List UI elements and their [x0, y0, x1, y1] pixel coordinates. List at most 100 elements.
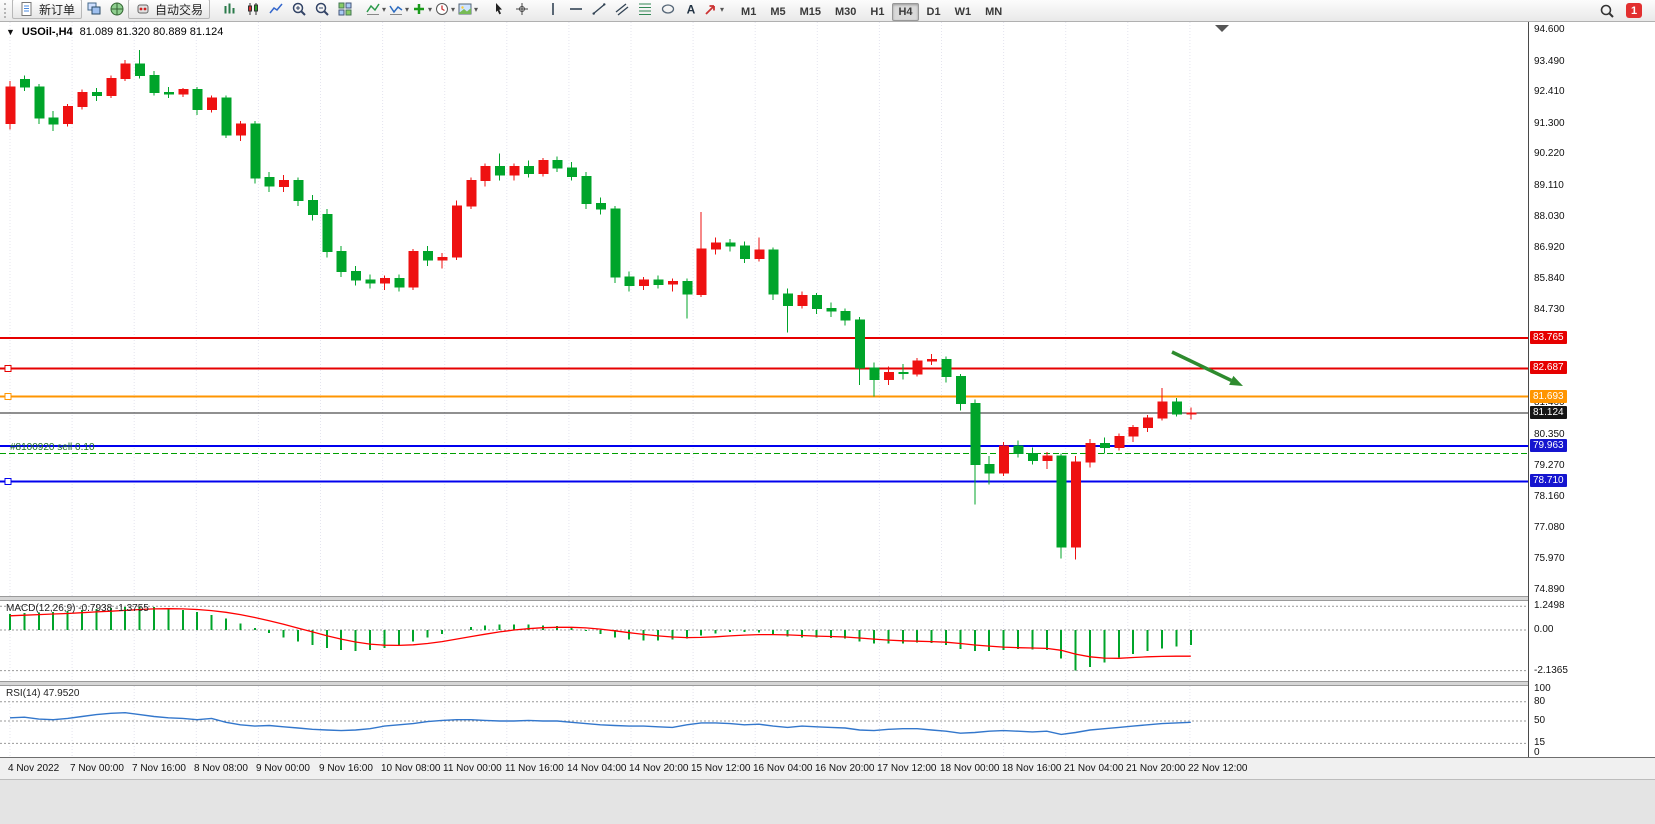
dropdown-arrow-icon[interactable]: ▾: [428, 4, 433, 14]
time-axis-label: 11 Nov 00:00: [443, 763, 502, 774]
timeframe-button-D1[interactable]: D1: [926, 5, 941, 18]
time-axis-label: 9 Nov 16:00: [319, 763, 373, 774]
timeframe-button-M30[interactable]: M30: [835, 5, 857, 18]
chart-window: ▼ USOil-,H4 81.089 81.320 80.889 81.124 …: [0, 22, 1655, 824]
main-chart-canvas[interactable]: [0, 22, 1528, 596]
horizontal-line-icon[interactable]: [564, 0, 587, 19]
dropdown-arrow-icon[interactable]: ▾: [451, 4, 456, 14]
horizontal-lines[interactable]: [0, 336, 1528, 485]
price-axis-label: 75.970: [1534, 553, 1565, 564]
macd-histogram: [9, 606, 1192, 671]
time-axis-label: 17 Nov 12:00: [877, 763, 937, 774]
time-axis-label: 16 Nov 20:00: [815, 763, 875, 774]
add-indicator-icon[interactable]: ▾: [410, 0, 433, 19]
dropdown-arrow-icon[interactable]: ▾: [382, 4, 387, 14]
price-badge: 79.963: [1530, 439, 1567, 452]
time-scale[interactable]: 4 Nov 2022 7 Nov 00:00 7 Nov 16:00 8 Nov 08…: [0, 757, 1655, 779]
market-watch-icon[interactable]: [105, 0, 128, 19]
timeframe-button-M5[interactable]: M5: [770, 5, 786, 18]
panel-splitter[interactable]: [0, 681, 1655, 686]
price-axis-label: 79.270: [1534, 460, 1565, 471]
rsi-line: [9, 711, 1191, 736]
macd-axis-label: 0.00: [1534, 624, 1554, 635]
dropdown-arrow-icon[interactable]: ▾: [405, 4, 410, 14]
robot-icon: [135, 1, 151, 17]
timeframe-toolbar: M1 M5 M15 M30 H1 H4 D1 W1 MN: [734, 2, 1009, 21]
zoom-out-icon[interactable]: [310, 0, 333, 19]
price-badge: 81.124: [1530, 406, 1567, 419]
indicators-icon[interactable]: ▾: [364, 0, 387, 19]
trendline-icon[interactable]: [587, 0, 610, 19]
toolbar: 新订单 自动交易 ▾ ▾ ▾ ▾ ▾ A ▾ M1 M5 M15 M30 H1 H4 D1 W1 MN 1: [0, 0, 1655, 22]
trend-arrow-annotation[interactable]: [1171, 350, 1243, 386]
ohlc-values: 81.089 81.320 80.889 81.124: [79, 26, 224, 38]
timeframe-button-M1[interactable]: M1: [741, 5, 757, 18]
time-axis-label: 9 Nov 00:00: [256, 763, 310, 774]
candles: [5, 49, 1197, 560]
timeframe-button-W1[interactable]: W1: [954, 5, 972, 18]
rsi-axis-label: 15: [1534, 737, 1546, 748]
time-axis-label: 4 Nov 2022: [8, 763, 60, 774]
charts-window-icon[interactable]: [82, 0, 105, 19]
time-axis-label: 11 Nov 16:00: [505, 763, 564, 774]
price-axis-label: 92.410: [1534, 86, 1565, 97]
macd-panel[interactable]: [0, 601, 1528, 681]
arrows-icon[interactable]: ▾: [702, 0, 725, 19]
new-order-button[interactable]: 新订单: [12, 0, 83, 19]
chart-header: ▼ USOil-,H4 81.089 81.320 80.889 81.124: [6, 26, 223, 38]
price-badge: 81.693: [1530, 390, 1567, 403]
text-label-icon[interactable]: A: [679, 0, 702, 19]
vertical-line-icon[interactable]: [541, 0, 564, 19]
price-axis-label: 89.110: [1534, 180, 1564, 191]
timeframe-button-MN[interactable]: MN: [985, 5, 1003, 18]
equidistant-channel-icon[interactable]: [610, 0, 633, 19]
rsi-axis-label: 80: [1534, 696, 1546, 707]
price-axis-label: 88.030: [1534, 211, 1565, 222]
periods-icon[interactable]: ▾: [433, 0, 456, 19]
rsi-indicator-label: RSI(14) 47.9520: [6, 688, 80, 699]
crosshair-icon[interactable]: [510, 0, 533, 19]
time-axis-label: 18 Nov 00:00: [940, 763, 1000, 774]
shapes-icon[interactable]: [656, 0, 679, 19]
fibonacci-icon[interactable]: [633, 0, 656, 19]
time-axis-label: 14 Nov 04:00: [567, 763, 627, 774]
dropdown-arrow-icon[interactable]: ▾: [720, 4, 725, 14]
time-axis-label: 21 Nov 04:00: [1064, 763, 1124, 774]
search-button[interactable]: [1595, 1, 1618, 21]
one-click-trading-toggle[interactable]: ▼: [6, 27, 15, 37]
macd-axis-label: 1.2498: [1534, 600, 1565, 611]
price-badge: 82.687: [1530, 361, 1567, 374]
notification-badge[interactable]: 1: [1626, 3, 1642, 18]
price-badge: 78.710: [1530, 474, 1567, 487]
svg-text:A: A: [686, 3, 695, 17]
open-position-label: #8100920 sell 0.10: [10, 442, 95, 453]
timeframe-button-H4[interactable]: H4: [892, 2, 919, 21]
macd-signal-line: [9, 608, 1191, 659]
objects-list-icon[interactable]: ▾: [387, 0, 410, 19]
price-axis-label: 93.490: [1534, 56, 1565, 67]
time-axis-label: 7 Nov 00:00: [70, 763, 124, 774]
panel-splitter[interactable]: [0, 596, 1655, 601]
cursor-icon[interactable]: [487, 0, 510, 19]
auto-trading-button[interactable]: 自动交易: [128, 0, 211, 19]
time-axis-label: 22 Nov 12:00: [1188, 763, 1248, 774]
time-axis-label: 14 Nov 20:00: [629, 763, 689, 774]
rsi-axis-label: 50: [1534, 715, 1546, 726]
tile-windows-icon[interactable]: [333, 0, 356, 19]
dropdown-arrow-icon[interactable]: ▾: [474, 4, 479, 14]
timeframe-button-M15[interactable]: M15: [799, 5, 821, 18]
zoom-in-icon[interactable]: [287, 0, 310, 19]
time-axis-label: 8 Nov 08:00: [194, 763, 248, 774]
candlestick-chart-icon[interactable]: [241, 0, 264, 19]
timeframe-button-H1[interactable]: H1: [870, 5, 885, 18]
price-axis-label: 77.080: [1534, 522, 1565, 533]
templates-icon[interactable]: ▾: [456, 0, 479, 19]
line-chart-icon[interactable]: [264, 0, 287, 19]
chart-shift-marker[interactable]: [1215, 25, 1229, 32]
toolbar-right-group: 1: [1595, 1, 1652, 21]
time-axis-label: 15 Nov 12:00: [691, 763, 751, 774]
price-scale[interactable]: 94.600 93.490 92.410 91.300 90.220 89.110 88.0…: [1528, 22, 1655, 758]
bar-chart-icon[interactable]: [218, 0, 241, 19]
price-axis-label: 80.350: [1534, 429, 1565, 440]
rsi-panel[interactable]: [0, 686, 1528, 757]
